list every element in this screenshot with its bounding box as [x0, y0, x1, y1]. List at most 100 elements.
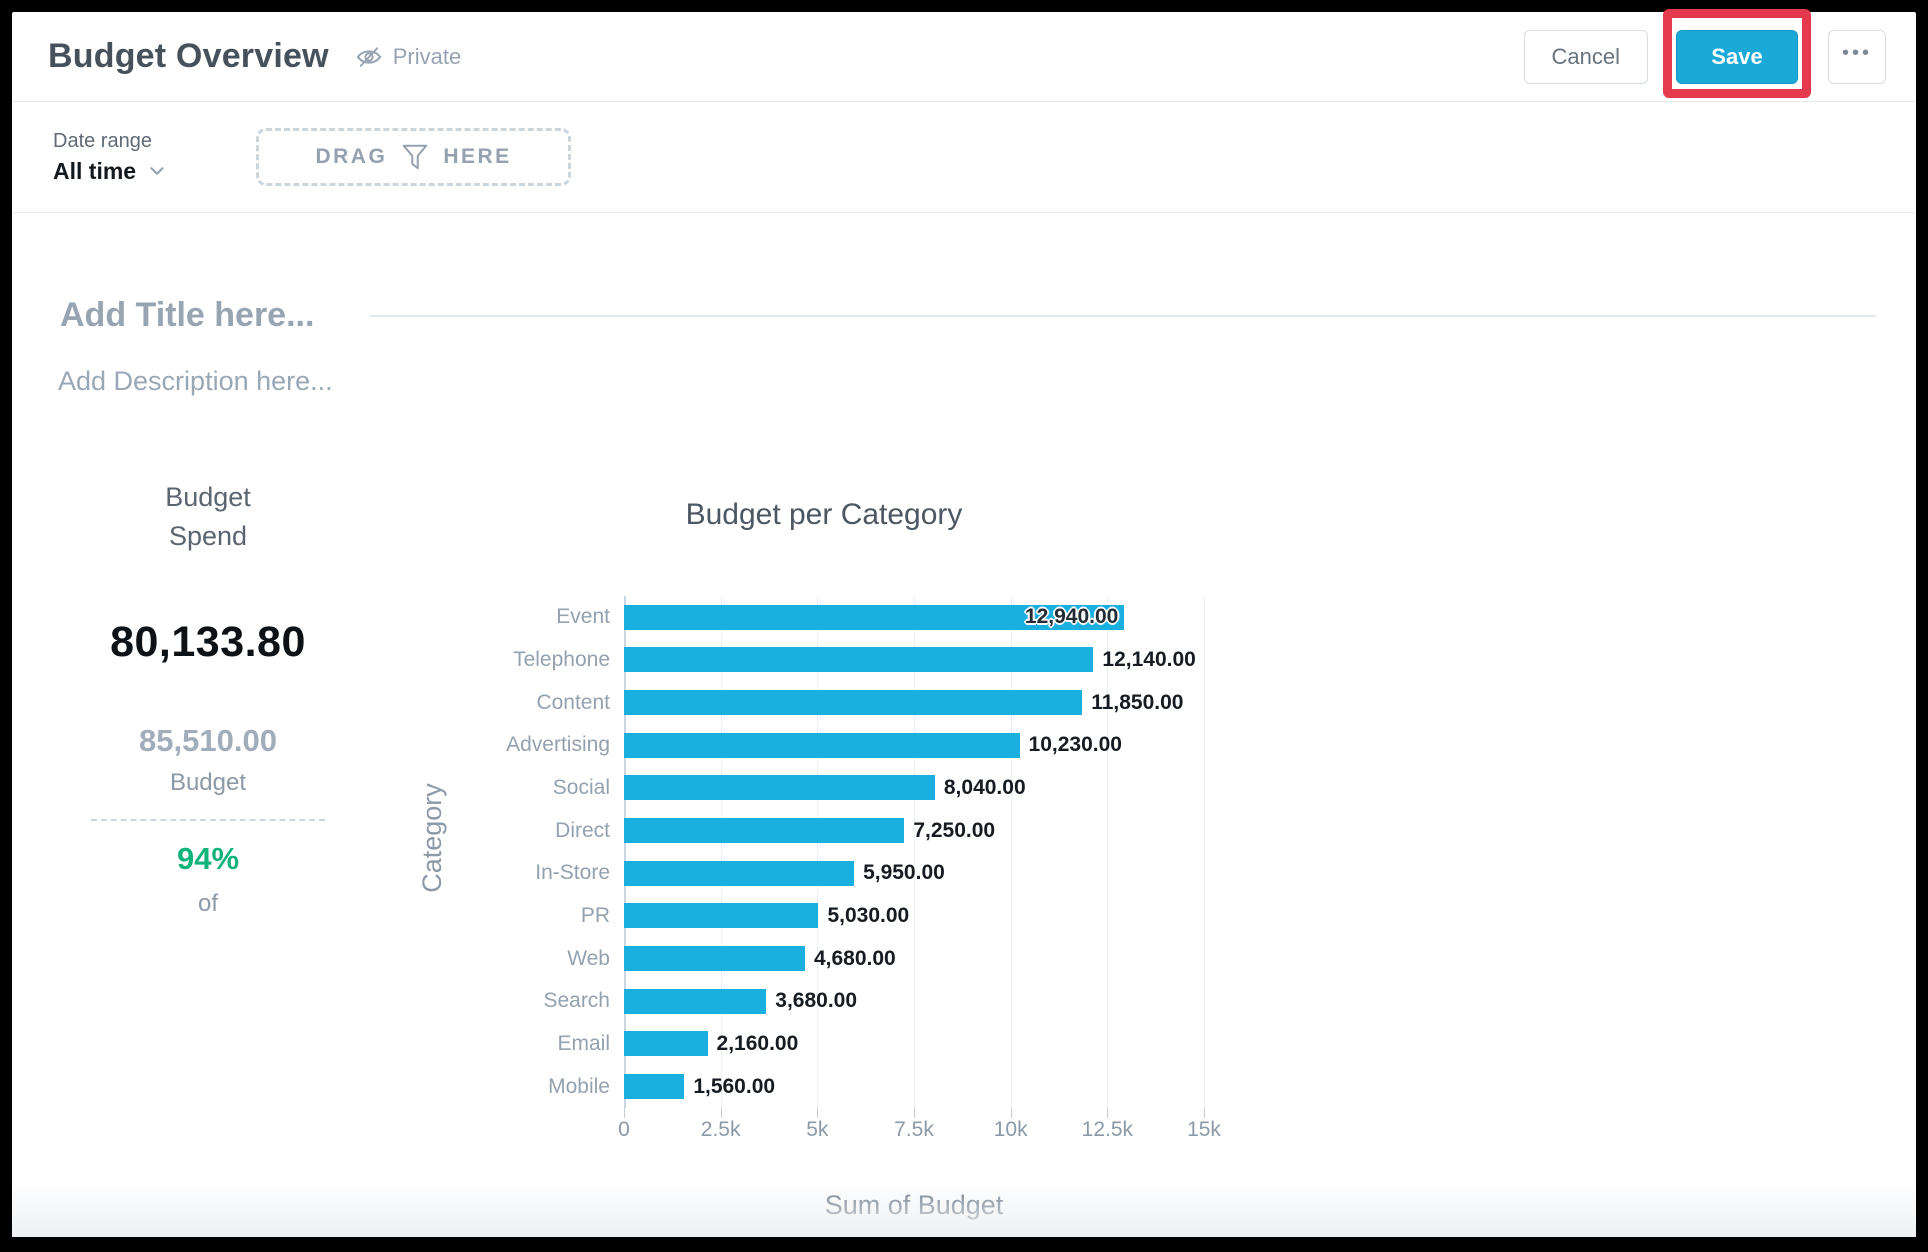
chart-tick-mark: [1010, 1108, 1012, 1118]
kpi-secondary-label: Budget: [169, 769, 247, 796]
chart-tick-label: 12.5k: [1081, 1118, 1134, 1141]
chart-tick-label: 0: [618, 1118, 630, 1141]
chart-bar-row: 12,140.00: [624, 639, 1240, 682]
chart-gridline: [1010, 596, 1012, 1108]
chart-bar-value-label: 8,040.00: [943, 775, 1026, 799]
chart-bar[interactable]: [624, 818, 905, 844]
chart-bar-row: 10,230.00: [624, 724, 1240, 767]
funnel-icon: [401, 142, 429, 172]
filter-bar: Date range All time DRAG HERE: [12, 102, 1916, 213]
save-button[interactable]: Save: [1676, 29, 1798, 84]
chart-tick-mark: [720, 1108, 722, 1118]
chart-bar-row: 12,940.00: [624, 596, 1240, 639]
drop-zone-text-left: DRAG: [315, 145, 388, 168]
chart-bar-row: 5,030.00: [624, 895, 1240, 938]
chart-bar-row: 5,950.00: [624, 852, 1240, 895]
chart-category-label: Web: [567, 946, 610, 970]
kpi-title: Budget Spend: [40, 478, 376, 556]
chart-tick-label: 2.5k: [700, 1118, 741, 1141]
chart-category-label: Social: [552, 775, 610, 799]
kpi-widget-budget-spend[interactable]: Budget Spend 80,133.80 85,510.00 Budget …: [40, 478, 376, 918]
chart-category-label: PR: [580, 903, 610, 927]
chart-category-label: Content: [536, 690, 610, 714]
document-title-placeholder[interactable]: Add Title here...: [60, 296, 315, 334]
save-button-wrapper: Save: [1663, 8, 1811, 98]
chart-bar[interactable]: [624, 647, 1094, 673]
chart-bar-value-label: 5,030.00: [827, 903, 910, 927]
footer-fade: [12, 1182, 1916, 1237]
title-divider-line: [370, 314, 1876, 317]
chart-category-label: Search: [543, 989, 610, 1013]
chart-tick-label: 15k: [1187, 1118, 1221, 1141]
kpi-dashed-divider: [91, 819, 325, 821]
chart-bar-value-label: 11,850.00: [1091, 690, 1184, 714]
chart-bar[interactable]: [624, 732, 1020, 758]
chart-tick-mark: [624, 1108, 625, 1118]
chart-bar-row: 2,160.00: [624, 1023, 1240, 1066]
chart-tick-label: 7.5k: [894, 1118, 934, 1141]
chart-bar[interactable]: [624, 988, 767, 1014]
privacy-label: Private: [392, 43, 462, 69]
chart-bar[interactable]: [624, 1074, 685, 1100]
chart-category-label: Event: [556, 605, 610, 629]
chart-gridline: [1107, 596, 1109, 1108]
date-range-value: All time: [53, 157, 137, 184]
chart-category-label: Direct: [555, 818, 610, 842]
cancel-button[interactable]: Cancel: [1523, 29, 1648, 84]
chart-bar-row: 3,680.00: [624, 980, 1240, 1023]
kpi-title-line1: Budget: [165, 482, 251, 512]
chart-tick-mark: [1204, 1108, 1205, 1118]
chart-category-label: Advertising: [506, 733, 610, 757]
chart-y-axis-line: [624, 596, 626, 1108]
chart-category-label: Telephone: [513, 647, 610, 671]
chart-category-label: Mobile: [548, 1074, 610, 1098]
date-range-dropdown[interactable]: All time: [53, 158, 168, 185]
chart-bar-value-label: 2,160.00: [716, 1031, 799, 1055]
chart-bar-value-label: 3,680.00: [775, 989, 858, 1013]
chart-category-label: Email: [557, 1031, 610, 1055]
eye-off-icon: [355, 43, 383, 71]
kpi-percent-value: 94%: [176, 841, 240, 876]
chart-gridline: [817, 596, 819, 1108]
document-title-row: Add Title here...: [60, 296, 1876, 335]
chart-category-label: In-Store: [535, 861, 610, 885]
chart-tick-mark: [817, 1108, 819, 1118]
chart-category-labels: Event Telephone Content Advertising Social Di…: [422, 596, 610, 1108]
chart-tick-label: 10k: [993, 1118, 1028, 1141]
dashboard-editor-card: Budget Overview Private Cancel Save ••• …: [12, 8, 1916, 1237]
ellipsis-icon: •••: [1841, 42, 1872, 64]
chart-bar-row: 4,680.00: [624, 937, 1240, 980]
chart-bar-row: 7,250.00: [624, 809, 1240, 852]
document-description-placeholder[interactable]: Add Description here...: [58, 366, 333, 396]
date-range-label: Date range: [53, 129, 152, 152]
chart-tick-label: 5k: [806, 1118, 829, 1141]
kpi-main-value: 80,133.80: [110, 618, 306, 666]
chart-bar[interactable]: [624, 946, 805, 972]
header-bar: Budget Overview Private Cancel Save •••: [12, 8, 1916, 102]
more-options-button[interactable]: •••: [1828, 29, 1886, 84]
chart-bar[interactable]: [624, 690, 1083, 716]
chevron-down-icon: [146, 160, 168, 182]
chart-bar-row: 8,040.00: [624, 767, 1240, 810]
chart-bar[interactable]: [624, 903, 819, 929]
chart-plot-area[interactable]: 12,940.00 12,140.00 11,850.00 10,230.00 8,04…: [624, 596, 1240, 1118]
filter-drop-zone[interactable]: DRAG HERE: [256, 128, 572, 186]
chart-bar-value-label: 4,680.00: [813, 946, 896, 970]
chart-bar-value-label: 12,140.00: [1102, 647, 1196, 671]
chart-gridline: [1204, 596, 1205, 1108]
chart-tick-mark: [914, 1108, 915, 1118]
chart-gridline: [914, 596, 915, 1108]
chart-bar-value-label: 7,250.00: [913, 818, 996, 842]
kpi-percent-suffix: of: [197, 890, 218, 917]
chart-bar[interactable]: [624, 860, 855, 886]
chart-bar[interactable]: 12,940.00: [624, 604, 1125, 630]
chart-bar-value-label: 5,950.00: [863, 861, 945, 885]
chart-tick-mark: [1107, 1108, 1109, 1118]
page-title: Budget Overview: [48, 37, 329, 75]
privacy-badge: Private: [355, 43, 461, 71]
chart-bar[interactable]: [624, 775, 935, 801]
chart-bar[interactable]: [624, 1031, 708, 1057]
date-range-control: Date range All time: [53, 130, 168, 185]
chart-gridline: [720, 596, 722, 1108]
chart-bar-value-label: 12,940.00: [1024, 605, 1119, 629]
